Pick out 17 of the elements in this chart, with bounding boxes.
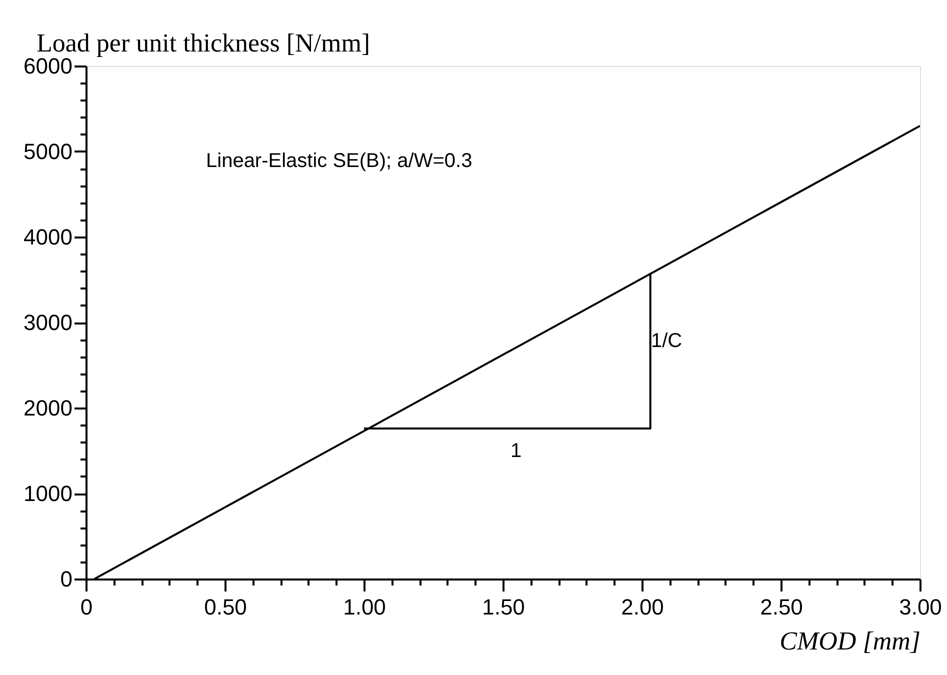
y-tick-label: 0 [60, 566, 72, 592]
x-tick-label: 2.00 [621, 594, 664, 620]
y-tick-label: 3000 [24, 310, 72, 335]
x-tick-label: 0.50 [204, 594, 247, 620]
y-tick-label: 2000 [24, 396, 72, 420]
annotation: 1/C [651, 330, 682, 352]
x-axis-title: CMOD [mm] [780, 626, 920, 656]
annotation: Linear-Elastic SE(B); a/W=0.3 [206, 150, 472, 172]
y-tick-label: 5000 [24, 139, 72, 164]
x-tick-label: 0 [80, 594, 93, 620]
y-tick-label: 1000 [24, 481, 72, 506]
annotation: 1 [510, 440, 522, 462]
x-tick-label: 1.50 [482, 594, 525, 620]
y-tick-label: 4000 [24, 224, 72, 250]
x-tick-label: 2.50 [760, 594, 803, 620]
x-tick-label: 1.00 [343, 594, 386, 620]
x-tick-label: 3.00 [899, 594, 942, 620]
